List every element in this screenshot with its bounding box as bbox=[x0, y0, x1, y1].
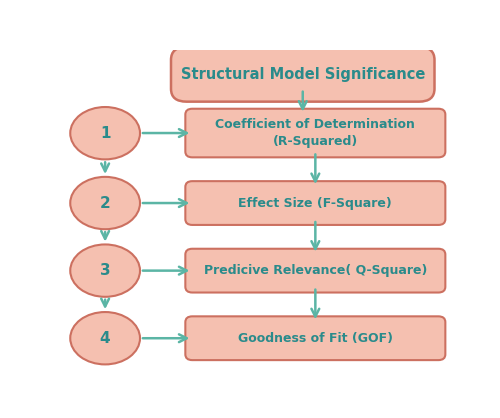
Text: Coefficient of Determination
(R-Squared): Coefficient of Determination (R-Squared) bbox=[216, 118, 416, 148]
FancyBboxPatch shape bbox=[186, 316, 446, 360]
Text: Effect Size (F-Square): Effect Size (F-Square) bbox=[238, 196, 392, 209]
FancyBboxPatch shape bbox=[186, 181, 446, 225]
Ellipse shape bbox=[70, 245, 140, 297]
FancyBboxPatch shape bbox=[171, 47, 434, 102]
Text: 1: 1 bbox=[100, 126, 110, 141]
Text: 2: 2 bbox=[100, 196, 110, 211]
FancyBboxPatch shape bbox=[186, 109, 446, 157]
Ellipse shape bbox=[70, 312, 140, 364]
Text: Goodness of Fit (GOF): Goodness of Fit (GOF) bbox=[238, 332, 393, 345]
Text: 3: 3 bbox=[100, 263, 110, 278]
Ellipse shape bbox=[70, 177, 140, 229]
Text: Structural Model Significance: Structural Model Significance bbox=[180, 67, 425, 82]
Ellipse shape bbox=[70, 107, 140, 159]
FancyBboxPatch shape bbox=[186, 249, 446, 293]
Text: Predicive Relevance( Q-Square): Predicive Relevance( Q-Square) bbox=[204, 264, 427, 277]
Text: 4: 4 bbox=[100, 331, 110, 346]
